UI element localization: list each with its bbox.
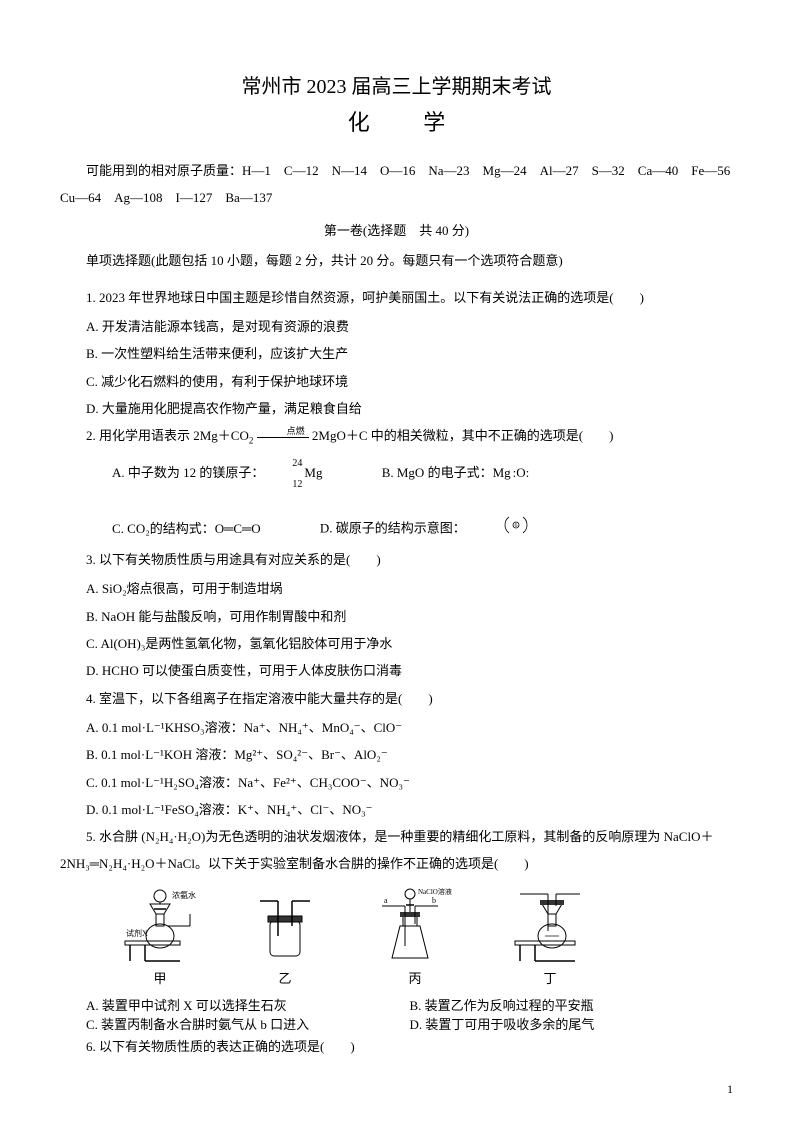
- q2-a-post: Mg: [304, 465, 322, 480]
- iso-bot: 12: [264, 474, 304, 495]
- q5-stem: 5. 水合肼 (N₂H₄·H₂O)为无色透明的油状发烟液体，是一种重要的精细化工…: [60, 823, 733, 878]
- bing-anno-b: b: [432, 896, 436, 905]
- q2-row-cd: C. CO₂的结构式：O═C═O D. 碳原子的结构示意图： 6: [60, 513, 733, 546]
- atomic-mass-prefix: 可能用到的相对原子质量：: [86, 163, 242, 178]
- apparatus-row: 浓氨水 试剂X 甲 乙 NaCl: [60, 886, 733, 987]
- q5-row-cd: C. 装置丙制备水合肼时氨气从 b 口进入 D. 装置丁可用于吸收多余的尾气: [60, 1014, 733, 1033]
- electron-dots: :O:: [511, 465, 532, 480]
- reaction-arrow: 点燃: [257, 427, 309, 448]
- q5-option-b: B. 装置乙作为反响过程的平安瓶: [410, 995, 734, 1014]
- q1-stem: 1. 2023 年世界地球日中国主题是珍惜自然资源，呵护美丽国土。以下有关说法正…: [60, 284, 733, 311]
- q2-b-o: O: [516, 465, 525, 480]
- bing-anno-a: a: [384, 896, 388, 905]
- q4-option-d: D. 0.1 mol·L⁻¹FeSO₄溶液：K⁺、NH₄⁺、Cl⁻、NO₃⁻: [60, 796, 733, 823]
- apparatus-ding-label: 丁: [510, 968, 590, 987]
- q3-option-c: C. Al(OH)₃是两性氢氧化物，氢氧化铝胶体可用于净水: [60, 630, 733, 657]
- page-number: 1: [727, 1082, 733, 1097]
- svg-text:6: 6: [515, 523, 518, 529]
- q3-stem: 3. 以下有关物质性质与用途具有对应关系的是( ): [60, 546, 733, 573]
- apparatus-ding: 丁: [510, 886, 590, 987]
- q4-stem: 4. 室温下，以下各组离子在指定溶液中能大量共存的是( ): [60, 685, 733, 712]
- q2-stem: 2. 用化学用语表示 2Mg＋CO2 点燃 2MgO＋C 中的相关微粒，其中不正…: [60, 422, 733, 450]
- section-header: 第一卷(选择题 共 40 分): [60, 220, 733, 239]
- q5-option-a: A. 装置甲中试剂 X 可以选择生石灰: [86, 995, 410, 1014]
- instructions: 单项选择题(此题包括 10 小题，每题 2 分，共计 20 分。每题只有一个选项…: [60, 247, 733, 274]
- q2-a-pre: A. 中子数为 12 的镁原子：: [112, 465, 264, 480]
- q4-option-c: C. 0.1 mol·L⁻¹H₂SO₄溶液：Na⁺、Fe²⁺、CH₃COO⁻、N…: [60, 769, 733, 796]
- q2-option-b: B. MgO 的电子式：Mg:O:: [356, 459, 532, 486]
- q2-stem-post: 2MgO＋C 中的相关微粒，其中不正确的选项是( ): [312, 428, 614, 443]
- iso-top: 24: [264, 453, 304, 474]
- q5-option-c: C. 装置丙制备水合肼时氨气从 b 口进入: [86, 1014, 410, 1033]
- q6-stem: 6. 以下有关物质性质的表达正确的选项是( ): [60, 1033, 733, 1060]
- apparatus-yi: 乙: [250, 886, 320, 987]
- main-title: 常州市 2023 届高三上学期期末考试: [60, 70, 733, 99]
- apparatus-yi-svg: [250, 886, 320, 966]
- q2-d-text: D. 碳原子的结构示意图：: [320, 521, 466, 536]
- apparatus-jia-label: 甲: [120, 968, 200, 987]
- q1-option-a: A. 开发清洁能源本钱高，是对现有资源的浪费: [60, 313, 733, 340]
- subject-title: 化 学: [60, 105, 733, 137]
- q2-b-text: B. MgO 的电子式：Mg: [382, 465, 511, 480]
- atomic-mass-block: 可能用到的相对原子质量：H—1 C—12 N—14 O—16 Na—23 Mg—…: [60, 157, 733, 212]
- q3-option-b: B. NaOH 能与盐酸反响，可用作制胃酸中和剂: [60, 603, 733, 630]
- apparatus-bing-svg: NaClO溶液 a b: [370, 886, 460, 966]
- apparatus-ding-svg: [510, 886, 590, 966]
- q3-option-d: D. HCHO 可以使蛋白质变性，可用于人体皮肤伤口消毒: [60, 657, 733, 684]
- apparatus-jia-svg: 浓氨水 试剂X: [120, 886, 200, 966]
- q2-sub: 2: [249, 436, 254, 446]
- q1-option-b: B. 一次性塑料给生活带来便利，应该扩大生产: [60, 340, 733, 367]
- q5-row-ab: A. 装置甲中试剂 X 可以选择生石灰 B. 装置乙作为反响过程的平安瓶: [60, 995, 733, 1014]
- q2-row-ab: A. 中子数为 12 的镁原子：2412Mg B. MgO 的电子式：Mg:O:: [60, 453, 733, 495]
- q2-stem-pre: 2. 用化学用语表示 2Mg＋CO: [86, 428, 249, 443]
- apparatus-jia: 浓氨水 试剂X 甲: [120, 886, 200, 987]
- reaction-cond-bot: [257, 438, 309, 448]
- q4-option-b: B. 0.1 mol·L⁻¹KOH 溶液：Mg²⁺、SO₄²⁻、Br⁻、AlO₂…: [60, 741, 733, 768]
- reaction-cond-top: 点燃: [257, 427, 309, 438]
- apparatus-bing: NaClO溶液 a b 丙: [370, 886, 460, 987]
- q2-option-c: C. CO₂的结构式：O═C═O: [86, 515, 261, 542]
- q1-option-c: C. 减少化石燃料的使用，有利于保护地球环境: [60, 368, 733, 395]
- apparatus-bing-label: 丙: [370, 968, 460, 987]
- atom-structure-icon: 6: [475, 513, 531, 546]
- apparatus-yi-label: 乙: [250, 968, 320, 987]
- q3-option-a: A. SiO₂熔点很高，可用于制造坩埚: [60, 575, 733, 602]
- q4-option-a: A. 0.1 mol·L⁻¹KHSO₃溶液：Na⁺、NH₄⁺、MnO₄⁻、ClO…: [60, 714, 733, 741]
- jia-anno-bot: 试剂X: [126, 928, 148, 938]
- bing-anno-top: NaClO溶液: [418, 887, 452, 896]
- jia-anno-top: 浓氨水: [172, 890, 196, 900]
- q2-option-a: A. 中子数为 12 的镁原子：2412Mg: [86, 453, 322, 495]
- isotope-notation: 2412: [264, 453, 304, 495]
- q2-option-d: D. 碳原子的结构示意图： 6: [294, 513, 531, 546]
- q5-option-d: D. 装置丁可用于吸收多余的尾气: [410, 1014, 734, 1033]
- q1-option-d: D. 大量施用化肥提高农作物产量，满足粮食自给: [60, 395, 733, 422]
